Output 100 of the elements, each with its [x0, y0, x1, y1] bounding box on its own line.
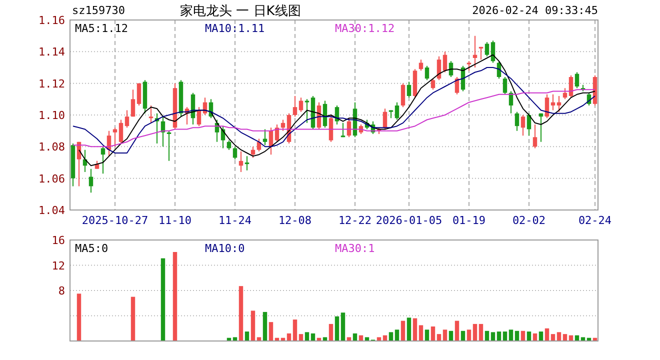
bar: [400, 320, 406, 341]
x-tick-label: 02-24: [578, 214, 612, 227]
candlestick: [328, 114, 334, 142]
y-tick-label: 1.04: [38, 204, 66, 217]
candlestick: [292, 96, 298, 118]
bar: [388, 332, 394, 341]
candlestick: [382, 108, 388, 130]
bar: [508, 330, 514, 341]
bar: [502, 332, 508, 341]
text: MA10:1.11: [205, 22, 265, 35]
y-tick-label: 1.14: [38, 46, 66, 59]
annotation: MA5:0: [75, 242, 108, 255]
y-tick-label: 1.10: [38, 109, 65, 122]
candlestick: [262, 128, 268, 146]
candlestick: [424, 65, 430, 81]
candlestick: [562, 88, 568, 100]
bar: [454, 320, 460, 341]
bar: [130, 296, 136, 341]
bar: [490, 332, 496, 341]
x-tick-label: 01-19: [452, 214, 486, 227]
candlestick: [280, 119, 286, 132]
bar: [160, 258, 166, 341]
x-tick-label: 12-22: [338, 214, 372, 227]
candlestick: [520, 114, 526, 136]
text: MA5:1.12: [75, 22, 128, 35]
bar: [328, 324, 334, 341]
candlestick: [118, 119, 124, 144]
candlestick: [130, 89, 136, 118]
bar: [442, 330, 448, 341]
candlestick: [274, 124, 280, 142]
candlestick: [400, 82, 406, 108]
candlestick: [502, 76, 508, 95]
candlestick: [442, 51, 448, 73]
bar: [304, 332, 310, 341]
bar: [250, 310, 256, 341]
bar: [466, 330, 472, 341]
y-tick-label: 1.06: [38, 172, 65, 186]
x-tick-label: 11-24: [218, 214, 252, 227]
chart-subtitle: sz159730: [72, 4, 125, 17]
candlestick: [124, 110, 130, 128]
candlestick: [556, 96, 562, 112]
candlestick: [574, 72, 580, 89]
bar: [334, 316, 340, 341]
x-tick-label: 2026-01-05: [376, 214, 442, 227]
bar: [538, 332, 544, 341]
candlestick: [454, 76, 460, 95]
bar: [172, 252, 178, 341]
bar: [394, 330, 400, 341]
bar: [472, 324, 478, 341]
candlestick: [538, 112, 544, 142]
bar: [340, 312, 346, 341]
text: MA30:1.12: [335, 22, 395, 35]
bar: [418, 325, 424, 341]
text: 2026-02-24 09:33:45: [472, 4, 598, 17]
bar: [424, 330, 430, 341]
candlestick: [532, 124, 538, 149]
y-tick-label: 1.08: [38, 140, 65, 154]
y-tick-label: 8: [58, 284, 65, 298]
candlestick: [550, 94, 556, 111]
candlestick: [568, 74, 574, 98]
chart-title: 家电龙头 一 日K线图: [180, 3, 301, 19]
candlestick: [394, 102, 400, 120]
annotation: MA30:1: [335, 242, 375, 255]
candlestick: [250, 146, 256, 158]
x-tick-label: 11-10: [158, 214, 192, 227]
bar: [406, 318, 412, 341]
bar: [430, 326, 436, 341]
bar: [526, 332, 532, 341]
candlestick: [232, 146, 238, 160]
candlestick: [238, 150, 244, 172]
candlestick: [100, 146, 106, 174]
bar: [244, 332, 250, 341]
bar: [238, 286, 244, 341]
candlestick: [136, 82, 142, 106]
bar: [268, 322, 274, 341]
bar: [292, 320, 298, 341]
y-tick-label: 1.12: [38, 77, 65, 90]
candlestick: [544, 94, 550, 119]
bar: [544, 328, 550, 341]
y-tick-label: 16: [52, 234, 65, 247]
candlestick: [418, 59, 424, 72]
candlestick: [112, 127, 118, 148]
candlestick: [406, 81, 412, 98]
candlestick: [526, 112, 532, 136]
y-tick-label: 12: [52, 259, 65, 272]
candlestick: [430, 78, 436, 90]
bar: [76, 294, 82, 341]
x-tick-label: 12-08: [278, 214, 312, 227]
annotation: MA10:0: [205, 242, 245, 255]
bar: [556, 332, 562, 341]
x-tick-label: 2025-10-27: [82, 214, 148, 227]
bar: [412, 318, 418, 341]
candlestick: [226, 140, 232, 150]
bar: [262, 312, 268, 341]
y-tick-label: 1.16: [38, 14, 65, 27]
candlestick: [88, 168, 94, 194]
candlestick: [196, 106, 202, 127]
candlestick: [514, 111, 520, 132]
candlestick: [298, 97, 304, 112]
x-tick-label: 02-02: [512, 214, 546, 227]
